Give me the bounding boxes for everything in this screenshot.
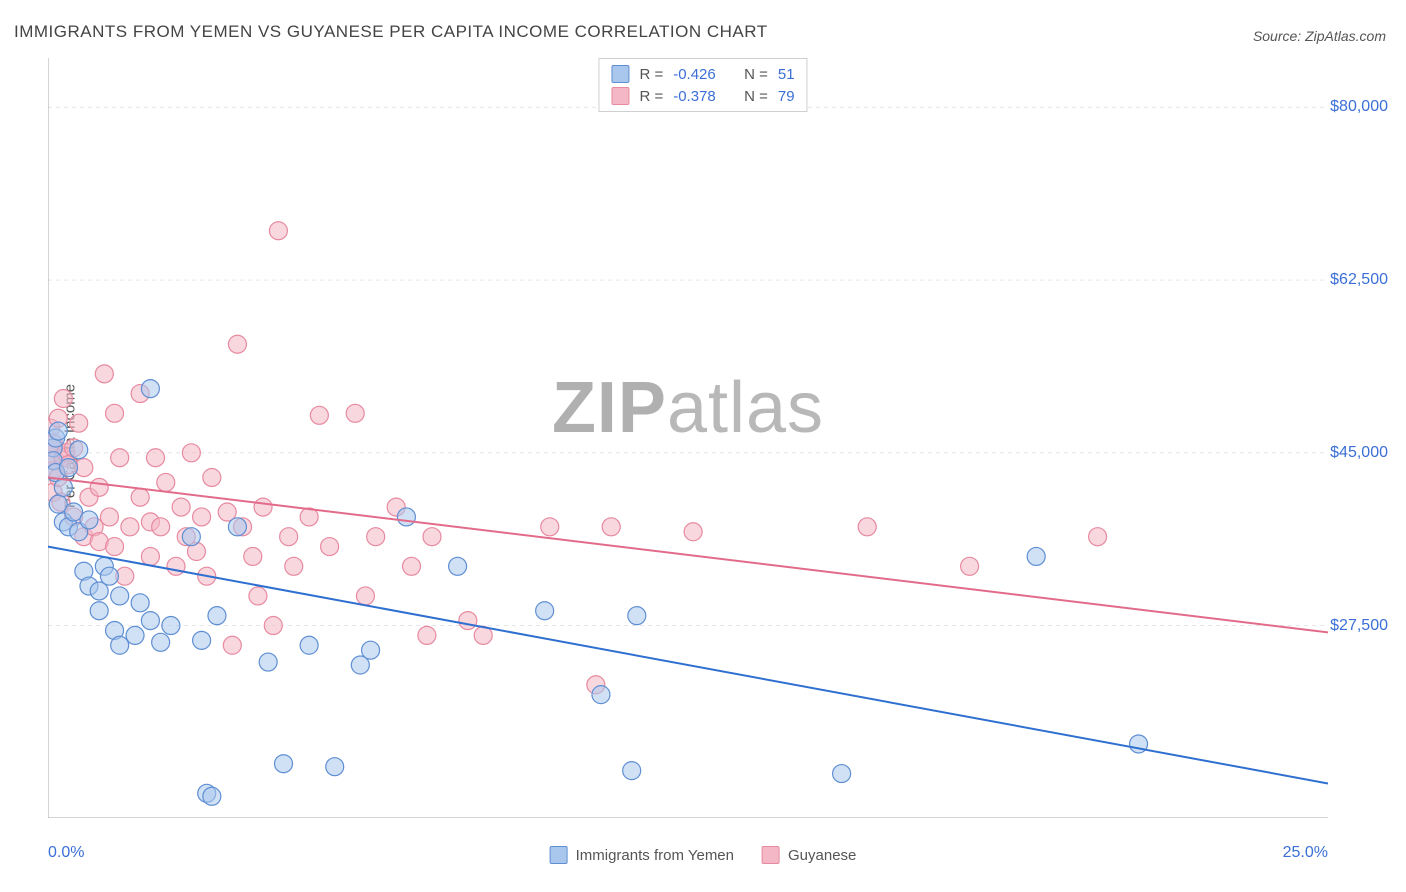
legend-label-guyanese: Guyanese — [788, 847, 856, 864]
swatch-guyanese-icon — [762, 846, 780, 864]
stats-row-yemen: R = -0.426 N = 51 — [611, 63, 794, 85]
stats-row-guyanese: R = -0.378 N = 79 — [611, 85, 794, 107]
chart-title: IMMIGRANTS FROM YEMEN VS GUYANESE PER CA… — [14, 22, 768, 42]
stats-legend-box: R = -0.426 N = 51 R = -0.378 N = 79 — [598, 58, 807, 112]
swatch-yemen-icon — [550, 846, 568, 864]
plot-area: ZIPatlas — [48, 58, 1328, 818]
legend-item-guyanese: Guyanese — [762, 846, 856, 864]
x-axis-min-label: 0.0% — [48, 844, 84, 862]
y-tick-label: $45,000 — [1330, 444, 1388, 462]
swatch-guyanese — [611, 87, 629, 105]
legend-item-yemen: Immigrants from Yemen — [550, 846, 734, 864]
swatch-yemen — [611, 65, 629, 83]
bottom-legend: Immigrants from Yemen Guyanese — [550, 846, 857, 864]
y-tick-label: $80,000 — [1330, 98, 1388, 116]
x-axis-max-label: 25.0% — [1283, 844, 1328, 862]
scatter-plot-svg — [48, 58, 1328, 818]
source-label: Source: ZipAtlas.com — [1253, 28, 1386, 44]
y-tick-label: $27,500 — [1330, 617, 1388, 635]
legend-label-yemen: Immigrants from Yemen — [576, 847, 734, 864]
y-tick-label: $62,500 — [1330, 271, 1388, 289]
